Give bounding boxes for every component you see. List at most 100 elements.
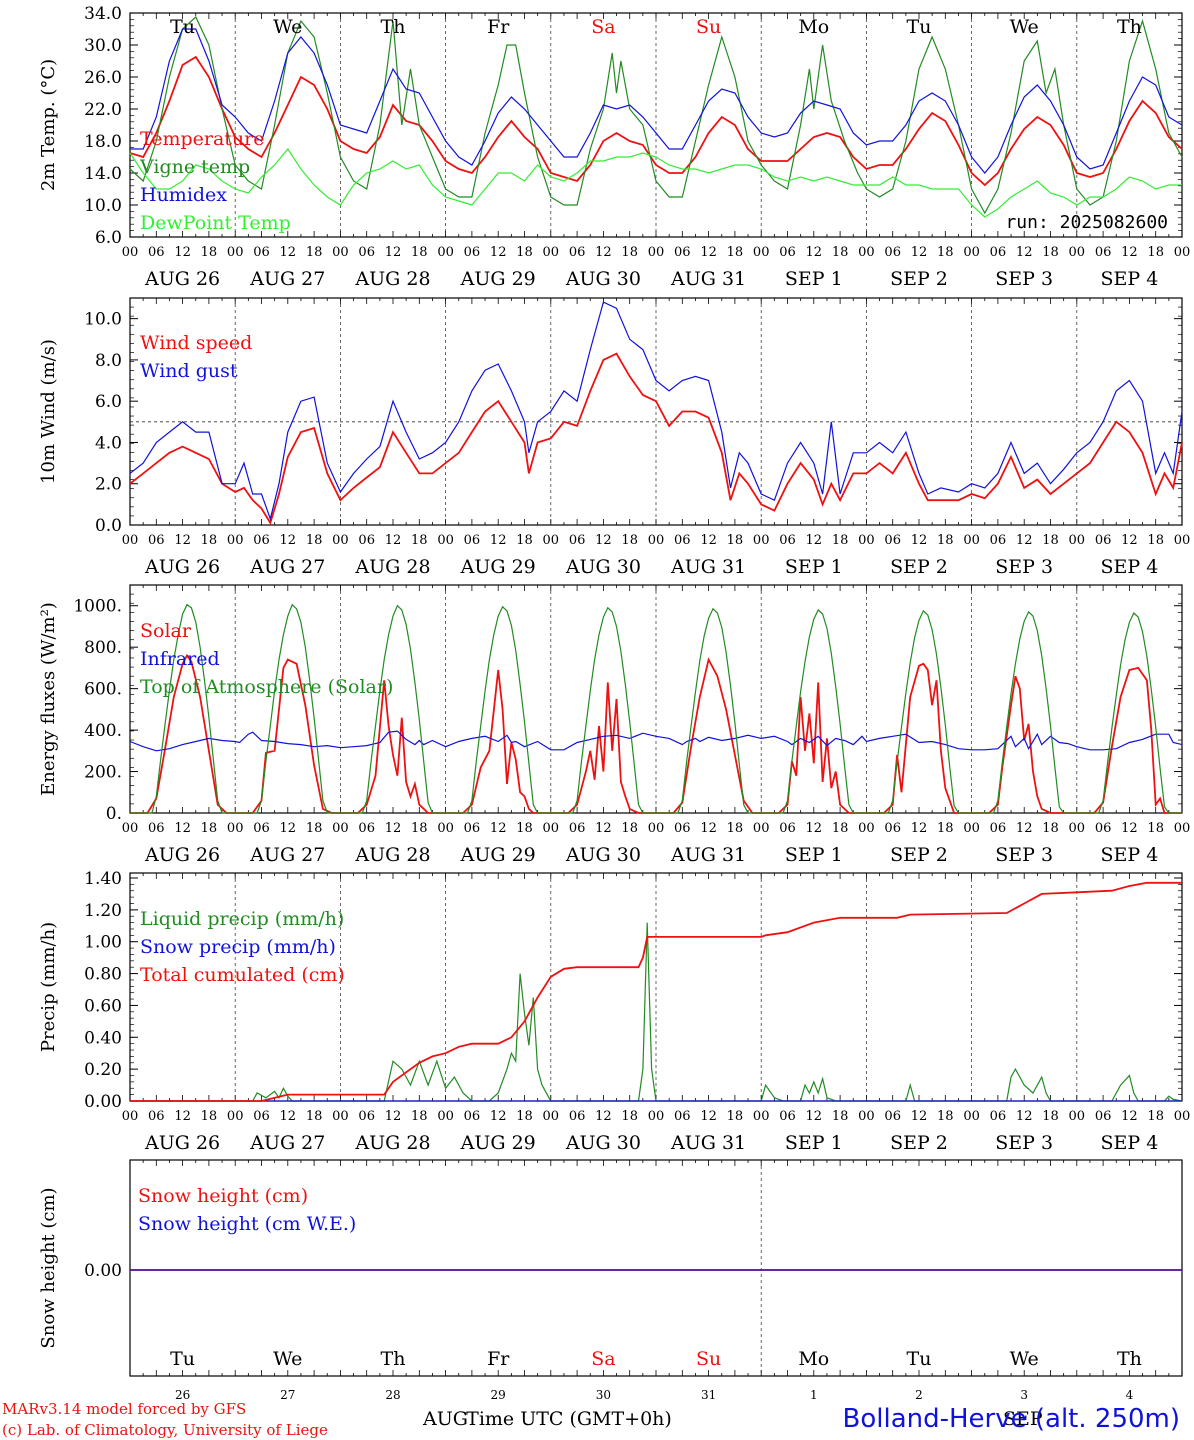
hour-tick-label: 06 bbox=[884, 1109, 901, 1124]
hour-tick-label: 12 bbox=[806, 1109, 823, 1124]
hour-tick-label: 06 bbox=[1095, 821, 1112, 836]
hour-tick-label: 18 bbox=[201, 1109, 218, 1124]
y-tick-label: 6.0 bbox=[95, 228, 122, 248]
date-label: AUG 29 bbox=[460, 268, 536, 290]
hour-tick-label: 06 bbox=[148, 1109, 165, 1124]
hour-tick-label: 12 bbox=[385, 1109, 402, 1124]
hour-tick-label: 06 bbox=[464, 821, 481, 836]
hour-tick-label: 00 bbox=[963, 821, 980, 836]
y-tick-label: 14.0 bbox=[84, 164, 122, 184]
hour-tick-label: 00 bbox=[1174, 533, 1191, 548]
hour-tick-label: 12 bbox=[595, 821, 612, 836]
date-label: AUG 31 bbox=[670, 844, 746, 866]
date-label: SEP 2 bbox=[890, 556, 948, 578]
hour-tick-label: 06 bbox=[674, 533, 691, 548]
day-number: 31 bbox=[701, 1388, 716, 1402]
lab-credit: (c) Lab. of Climatology, University of L… bbox=[2, 1421, 328, 1439]
hour-tick-label: 00 bbox=[122, 1109, 139, 1124]
hour-tick-label: 12 bbox=[1016, 245, 1033, 260]
date-label: AUG 31 bbox=[670, 556, 746, 578]
hour-tick-label: 06 bbox=[253, 821, 270, 836]
hour-tick-label: 00 bbox=[227, 1109, 244, 1124]
hour-tick-label: 18 bbox=[1147, 1109, 1164, 1124]
hour-tick-label: 00 bbox=[437, 821, 454, 836]
day-name-top: Mo bbox=[798, 16, 829, 38]
date-label: SEP 2 bbox=[890, 268, 948, 290]
hour-tick-label: 18 bbox=[727, 245, 744, 260]
hour-tick-label: 12 bbox=[174, 1109, 191, 1124]
hour-tick-label: 12 bbox=[700, 245, 717, 260]
hour-tick-label: 00 bbox=[332, 1109, 349, 1124]
hour-tick-label: 18 bbox=[1042, 245, 1059, 260]
y-tick-label: 0. bbox=[106, 804, 122, 824]
hour-tick-label: 18 bbox=[201, 245, 218, 260]
hour-tick-label: 18 bbox=[1042, 821, 1059, 836]
day-name-top: Th bbox=[1117, 16, 1142, 38]
hour-tick-label: 12 bbox=[1121, 245, 1138, 260]
panel-1: 6.0 10.0 14.0 18.0 22.0 26.0 30.0 34.0 2m Temp. … bbox=[38, 4, 1190, 290]
hour-tick-label: 12 bbox=[280, 821, 297, 836]
hour-tick-label: 00 bbox=[1174, 1109, 1191, 1124]
hour-tick-label: 06 bbox=[990, 1109, 1007, 1124]
y-tick-label: 1.40 bbox=[84, 869, 122, 889]
y-axis-label: Energy fluxes (W/m²) bbox=[38, 602, 59, 796]
hour-tick-label: 00 bbox=[858, 245, 875, 260]
hour-tick-label: 00 bbox=[543, 821, 560, 836]
day-name-bottom: Tu bbox=[907, 1348, 932, 1370]
hour-tick-label: 06 bbox=[148, 533, 165, 548]
legend-entry: Humidex bbox=[140, 184, 227, 206]
hour-tick-label: 00 bbox=[963, 533, 980, 548]
series-line-vigne-temp bbox=[129, 16, 1183, 215]
day-name-bottom: Sa bbox=[591, 1348, 615, 1370]
hour-tick-label: 06 bbox=[779, 1109, 796, 1124]
hour-tick-label: 12 bbox=[911, 533, 928, 548]
day-name-top: Tu bbox=[907, 16, 932, 38]
hour-tick-label: 12 bbox=[595, 1109, 612, 1124]
hour-tick-label: 06 bbox=[148, 245, 165, 260]
hour-tick-label: 06 bbox=[674, 1109, 691, 1124]
hour-tick-label: 12 bbox=[1016, 1109, 1033, 1124]
hour-tick-label: 18 bbox=[937, 533, 954, 548]
hour-tick-label: 00 bbox=[437, 245, 454, 260]
hour-tick-label: 00 bbox=[753, 1109, 770, 1124]
date-label: SEP 4 bbox=[1100, 556, 1158, 578]
hour-tick-label: 18 bbox=[306, 533, 323, 548]
hour-tick-label: 12 bbox=[174, 533, 191, 548]
series-line-dewpoint-temp bbox=[129, 147, 1182, 218]
hour-tick-label: 00 bbox=[122, 245, 139, 260]
hour-tick-label: 18 bbox=[832, 533, 849, 548]
hour-tick-label: 12 bbox=[1016, 533, 1033, 548]
hour-tick-label: 00 bbox=[753, 245, 770, 260]
y-axis-label: 2m Temp. (°C) bbox=[38, 59, 59, 191]
hour-tick-label: 06 bbox=[253, 1109, 270, 1124]
hour-tick-label: 18 bbox=[516, 1109, 533, 1124]
y-tick-label: 200. bbox=[84, 763, 122, 783]
series-line-total-cumulated-cm- bbox=[130, 881, 1182, 1102]
series-line-infrared bbox=[129, 730, 1183, 752]
y-tick-label: 0.80 bbox=[84, 965, 122, 985]
hour-tick-label: 12 bbox=[806, 245, 823, 260]
date-label: SEP 1 bbox=[785, 268, 843, 290]
legend-entry: Solar bbox=[140, 620, 192, 642]
date-label: AUG 27 bbox=[249, 556, 325, 578]
y-tick-label: 10.0 bbox=[84, 310, 122, 330]
legend-entry: Snow precip (mm/h) bbox=[140, 936, 336, 958]
hour-tick-label: 12 bbox=[385, 533, 402, 548]
legend-entry: Wind gust bbox=[140, 360, 238, 382]
day-number: 29 bbox=[491, 1388, 506, 1402]
day-number: 2 bbox=[915, 1388, 923, 1402]
y-tick-label: 0.0 bbox=[95, 516, 122, 536]
day-number: 26 bbox=[175, 1388, 190, 1402]
hour-tick-label: 06 bbox=[148, 821, 165, 836]
hour-tick-label: 00 bbox=[1069, 1109, 1086, 1124]
day-number: 27 bbox=[280, 1388, 295, 1402]
y-tick-label: 10.0 bbox=[84, 196, 122, 216]
hour-tick-label: 00 bbox=[332, 245, 349, 260]
day-number: 3 bbox=[1020, 1388, 1028, 1402]
hour-tick-label: 00 bbox=[332, 533, 349, 548]
hour-tick-label: 00 bbox=[227, 245, 244, 260]
hour-tick-label: 12 bbox=[700, 533, 717, 548]
date-label: AUG 27 bbox=[249, 268, 325, 290]
hour-tick-label: 00 bbox=[227, 821, 244, 836]
date-label: SEP 3 bbox=[995, 268, 1053, 290]
